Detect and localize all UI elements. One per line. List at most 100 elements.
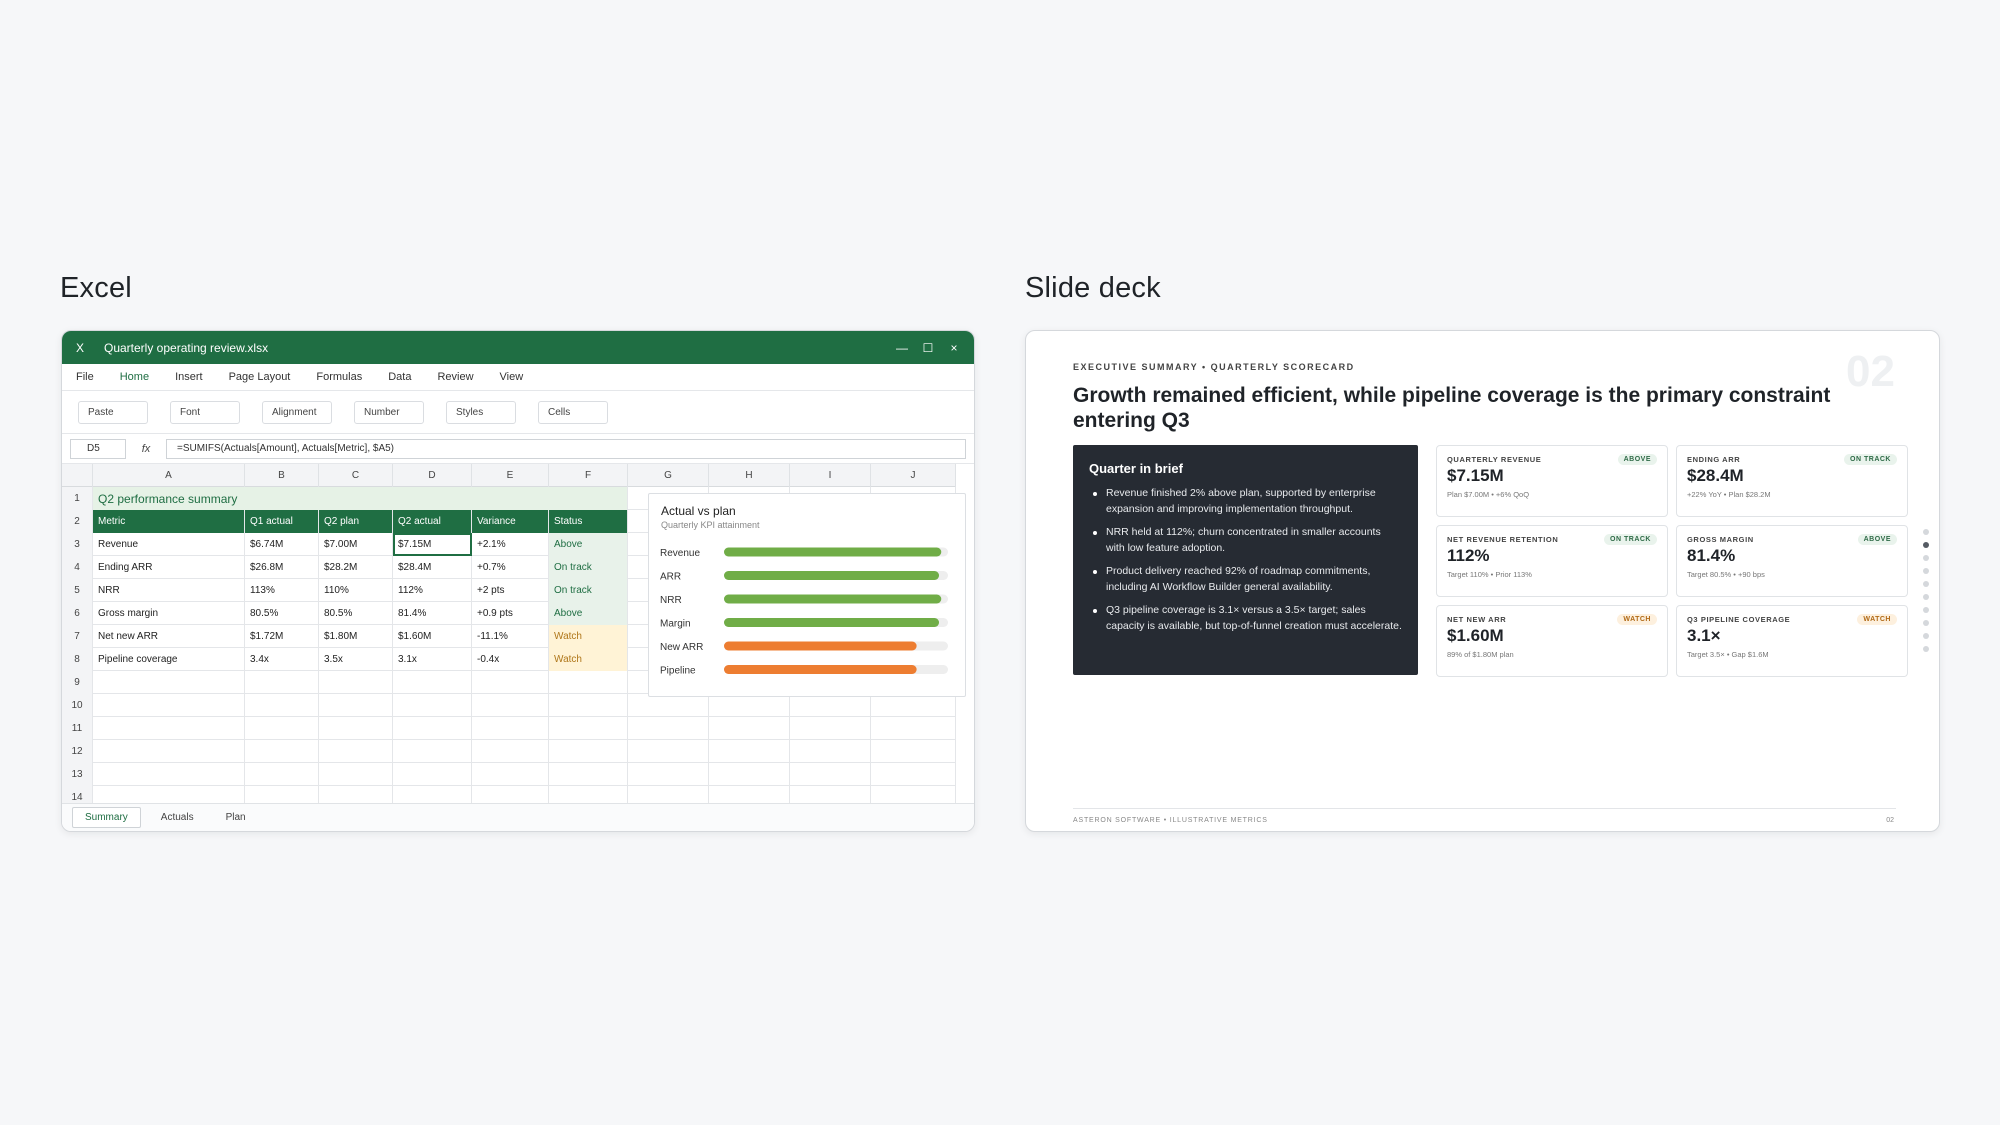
- table-cell[interactable]: $26.8M: [245, 556, 319, 579]
- slide-dot[interactable]: [1923, 633, 1929, 639]
- column-header-f[interactable]: F: [549, 464, 628, 487]
- chart-bar[interactable]: [724, 665, 917, 674]
- empty-cell[interactable]: [549, 763, 628, 786]
- summary-title-cell[interactable]: Q2 performance summary: [93, 487, 628, 510]
- empty-cell[interactable]: [472, 786, 549, 809]
- table-cell[interactable]: +0.7%: [472, 556, 549, 579]
- empty-cell[interactable]: [871, 763, 956, 786]
- table-cell[interactable]: Gross margin: [93, 602, 245, 625]
- empty-cell[interactable]: [245, 694, 319, 717]
- table-header-cell[interactable]: Status: [549, 510, 628, 533]
- empty-cell[interactable]: [319, 694, 393, 717]
- empty-cell[interactable]: [245, 740, 319, 763]
- table-cell[interactable]: 110%: [319, 579, 393, 602]
- menu-item-page-layout[interactable]: Page Layout: [228, 371, 291, 383]
- chart-bar[interactable]: [724, 641, 917, 651]
- table-cell[interactable]: Above: [549, 533, 628, 556]
- table-cell[interactable]: 3.4x: [245, 648, 319, 671]
- table-cell[interactable]: Watch: [549, 625, 628, 648]
- chart-bar[interactable]: [724, 618, 940, 627]
- empty-cell[interactable]: [871, 694, 956, 717]
- row-number[interactable]: 2: [62, 510, 93, 533]
- table-cell[interactable]: Pipeline coverage: [93, 648, 245, 671]
- empty-cell[interactable]: [319, 671, 393, 694]
- column-header-d[interactable]: D: [393, 464, 472, 487]
- table-header-cell[interactable]: Q2 actual: [393, 510, 472, 533]
- row-number[interactable]: 13: [62, 763, 93, 786]
- empty-cell[interactable]: [790, 740, 871, 763]
- ribbon-paste-button[interactable]: Paste: [78, 400, 148, 424]
- empty-cell[interactable]: [245, 786, 319, 809]
- empty-cell[interactable]: [393, 763, 472, 786]
- table-cell[interactable]: 81.4%: [393, 602, 472, 625]
- empty-cell[interactable]: [549, 740, 628, 763]
- table-cell[interactable]: +2 pts: [472, 579, 549, 602]
- empty-cell[interactable]: [871, 740, 956, 763]
- maximize-icon[interactable]: ☐: [922, 340, 934, 355]
- empty-cell[interactable]: [93, 717, 245, 740]
- empty-cell[interactable]: [549, 671, 628, 694]
- column-header-g[interactable]: G: [628, 464, 709, 487]
- column-header-e[interactable]: E: [472, 464, 549, 487]
- row-number[interactable]: 1: [62, 487, 93, 510]
- empty-cell[interactable]: [549, 717, 628, 740]
- empty-cell[interactable]: [871, 717, 956, 740]
- slide-dot[interactable]: [1923, 607, 1929, 613]
- row-number[interactable]: 11: [62, 717, 93, 740]
- slide-dot[interactable]: [1923, 542, 1929, 548]
- empty-cell[interactable]: [393, 694, 472, 717]
- row-number[interactable]: 12: [62, 740, 93, 763]
- empty-cell[interactable]: [245, 717, 319, 740]
- table-cell[interactable]: 80.5%: [319, 602, 393, 625]
- column-header-c[interactable]: C: [319, 464, 393, 487]
- table-cell[interactable]: $28.2M: [319, 556, 393, 579]
- select-all-corner[interactable]: [62, 464, 93, 487]
- table-cell[interactable]: $7.00M: [319, 533, 393, 556]
- empty-cell[interactable]: [790, 786, 871, 809]
- slide-dot[interactable]: [1923, 529, 1929, 535]
- slide-dot[interactable]: [1923, 581, 1929, 587]
- menu-item-review[interactable]: Review: [437, 371, 474, 383]
- empty-cell[interactable]: [93, 694, 245, 717]
- row-number[interactable]: 4: [62, 556, 93, 579]
- empty-cell[interactable]: [393, 671, 472, 694]
- column-header-i[interactable]: I: [790, 464, 871, 487]
- chart[interactable]: Actual vs plan Quarterly KPI attainment …: [648, 493, 966, 697]
- empty-cell[interactable]: [245, 671, 319, 694]
- table-cell[interactable]: $1.80M: [319, 625, 393, 648]
- slide-dot[interactable]: [1923, 555, 1929, 561]
- table-cell[interactable]: -11.1%: [472, 625, 549, 648]
- row-number[interactable]: 10: [62, 694, 93, 717]
- empty-cell[interactable]: [245, 763, 319, 786]
- empty-cell[interactable]: [549, 694, 628, 717]
- row-number[interactable]: 3: [62, 533, 93, 556]
- empty-cell[interactable]: [709, 694, 790, 717]
- empty-cell[interactable]: [93, 740, 245, 763]
- table-cell[interactable]: Above: [549, 602, 628, 625]
- column-header-a[interactable]: A: [93, 464, 245, 487]
- table-cell[interactable]: $1.72M: [245, 625, 319, 648]
- slide-dot[interactable]: [1923, 568, 1929, 574]
- table-cell[interactable]: $7.15M: [393, 533, 472, 556]
- empty-cell[interactable]: [319, 740, 393, 763]
- slide-dot[interactable]: [1923, 594, 1929, 600]
- row-number[interactable]: 7: [62, 625, 93, 648]
- table-cell[interactable]: +2.1%: [472, 533, 549, 556]
- row-number[interactable]: 9: [62, 671, 93, 694]
- empty-cell[interactable]: [628, 694, 709, 717]
- row-number[interactable]: 5: [62, 579, 93, 602]
- empty-cell[interactable]: [790, 717, 871, 740]
- row-number[interactable]: 6: [62, 602, 93, 625]
- ribbon-number-button[interactable]: Number: [354, 400, 424, 424]
- sheet-tab-actuals[interactable]: Actuals: [160, 812, 194, 823]
- table-cell[interactable]: -0.4x: [472, 648, 549, 671]
- empty-cell[interactable]: [472, 717, 549, 740]
- empty-cell[interactable]: [93, 786, 245, 809]
- table-cell[interactable]: $28.4M: [393, 556, 472, 579]
- empty-cell[interactable]: [628, 786, 709, 809]
- column-header-j[interactable]: J: [871, 464, 956, 487]
- table-cell[interactable]: $1.60M: [393, 625, 472, 648]
- close-icon[interactable]: ×: [950, 340, 958, 355]
- formula-input[interactable]: =SUMIFS(Actuals[Amount], Actuals[Metric]…: [166, 438, 966, 459]
